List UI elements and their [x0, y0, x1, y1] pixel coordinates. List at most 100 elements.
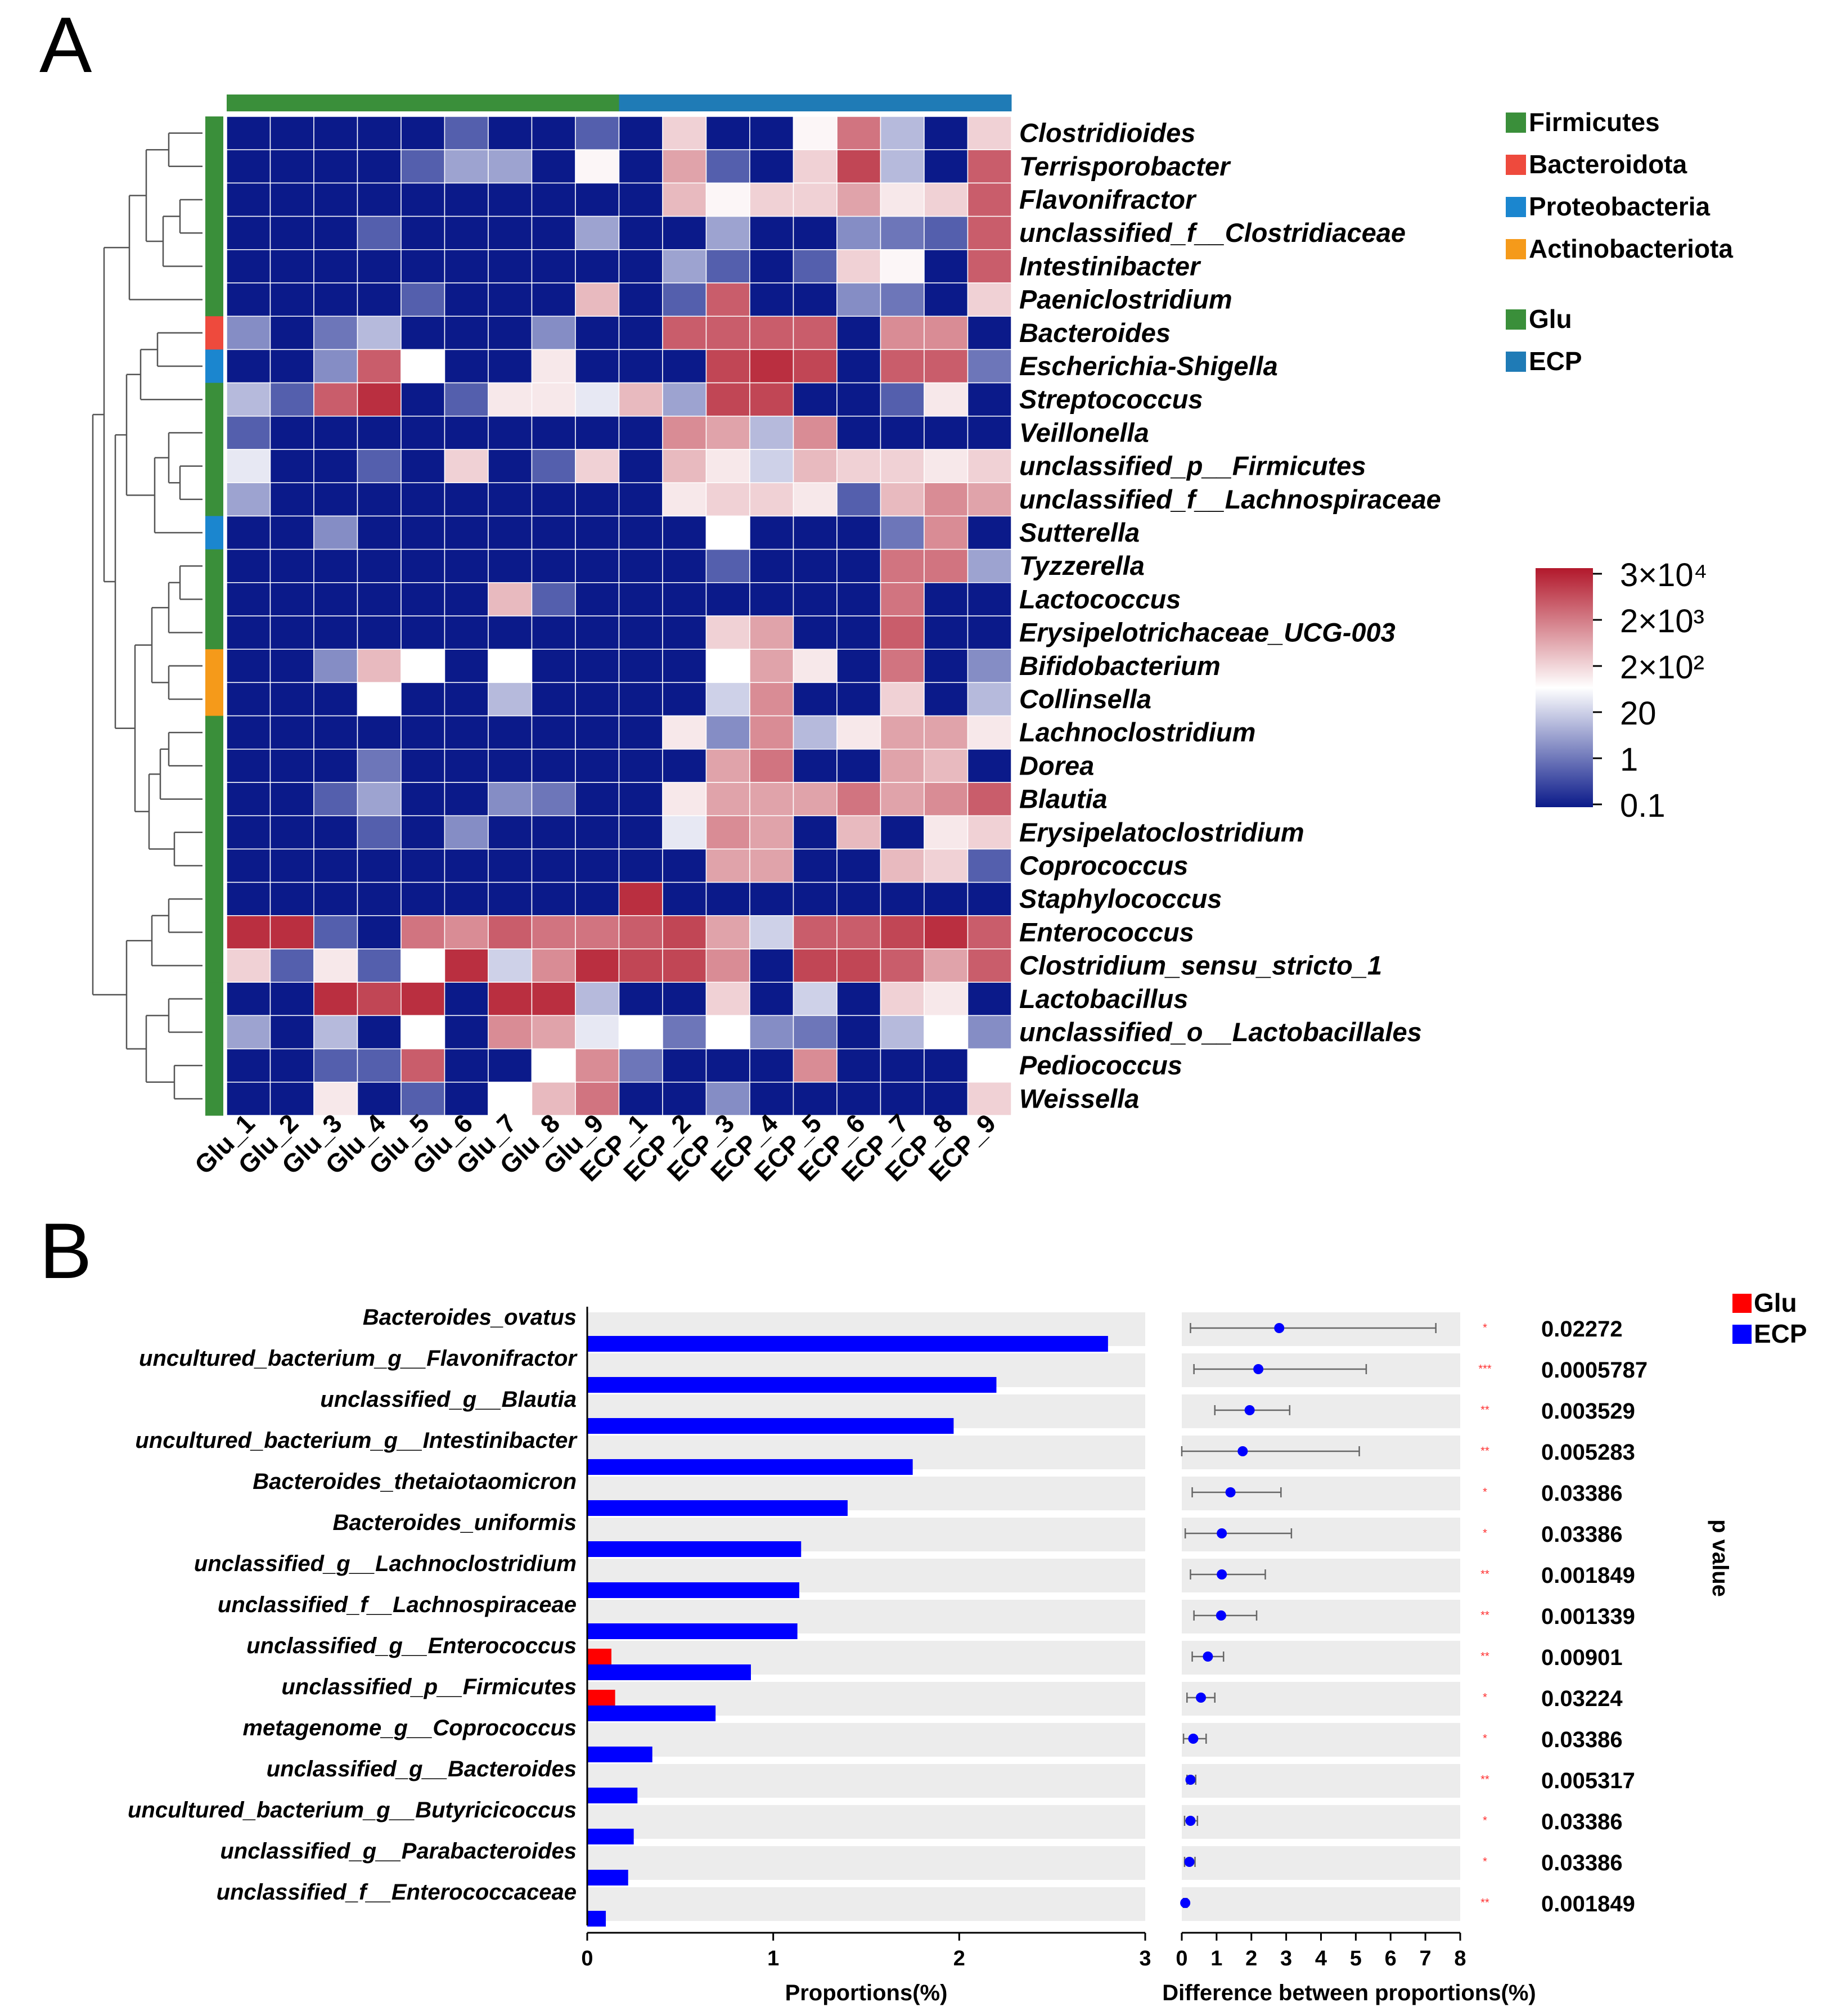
heatmap-row-label: Bacteroides [1019, 318, 1171, 348]
phylum-bar-segment [205, 249, 223, 284]
bar-row-band [587, 1887, 1145, 1921]
heatmap-cell [705, 615, 750, 650]
heatmap-cell [357, 548, 402, 583]
heatmap-cell [749, 349, 794, 384]
heatmap-cell [749, 649, 794, 683]
heatmap-cell [793, 449, 838, 483]
difference-point [1216, 1610, 1226, 1621]
heatmap-cell [226, 215, 271, 250]
significance-mark: ** [1480, 1650, 1489, 1663]
heatmap-cell [662, 948, 707, 983]
heatmap-cell [226, 449, 271, 483]
heatmap-cell [793, 715, 838, 750]
heatmap-cell [749, 948, 794, 983]
heatmap-cell [575, 449, 620, 483]
heatmap-cell [400, 881, 445, 916]
diff-row-band [1182, 1723, 1460, 1757]
heatmap-row-label: Clostridium_sensu_stricto_1 [1019, 951, 1382, 980]
heatmap-cell [662, 1048, 707, 1083]
heatmap-cell [836, 482, 881, 517]
difference-ci-chart: * 0.02272*** 0.0005787** 0.003529** 0.005283… [1162, 1312, 1648, 2005]
diff-x-tick-label: 8 [1454, 1947, 1466, 1970]
diff-row-band [1182, 1682, 1460, 1716]
significance-mark: * [1483, 1732, 1487, 1745]
heatmap-row-label: Erysipelotrichaceae_UCG-003 [1019, 618, 1396, 647]
heatmap-cell [749, 715, 794, 750]
heatmap-cell [618, 482, 663, 517]
heatmap-cell [444, 382, 489, 417]
heatmap-cell [575, 382, 620, 417]
heatmap-cell [313, 149, 358, 184]
heatmap-cell [400, 316, 445, 350]
phylum-legend-label: Bacteroidota [1529, 150, 1687, 179]
heatmap-cell [705, 382, 750, 417]
heatmap-cell [749, 449, 794, 483]
heatmap-cell [488, 282, 533, 317]
bar-ecp [587, 1747, 652, 1762]
heatmap-cell [400, 416, 445, 450]
heatmap-cell [575, 682, 620, 717]
heatmap-cell [226, 182, 271, 217]
group-bar-segment [488, 94, 532, 111]
heatmap-cell [967, 548, 1012, 583]
heatmap-row-label: Pediococcus [1019, 1050, 1182, 1080]
heatmap-cell [313, 449, 358, 483]
heatmap-cell [618, 116, 663, 150]
heatmap-cell [400, 282, 445, 317]
heatmap-cell [793, 182, 838, 217]
phylum-bar-segment [205, 183, 223, 217]
heatmap-cell [313, 649, 358, 683]
heatmap-row-label: unclassified_o__Lactobacillales [1019, 1017, 1422, 1047]
heatmap-cell [924, 848, 969, 883]
heatmap-cell [313, 316, 358, 350]
heatmap-cell [924, 749, 969, 783]
diff-x-tick-label: 1 [1210, 1947, 1222, 1970]
heatmap-cell [880, 515, 925, 550]
heatmap-row-label: Enterococcus [1019, 917, 1194, 947]
diff-row-band [1182, 1641, 1460, 1675]
color-scale-label: 0.1 [1620, 788, 1666, 824]
heatmap-cell [618, 948, 663, 983]
heatmap-cell [444, 881, 489, 916]
heatmap-cell [967, 249, 1012, 284]
feature-label: unclassified_g__Enterococcus [246, 1634, 577, 1658]
heatmap-cell [880, 682, 925, 717]
heatmap-cell [575, 249, 620, 284]
heatmap-cell [313, 1015, 358, 1050]
heatmap-cell [400, 682, 445, 717]
heatmap-cell [313, 482, 358, 517]
feature-label: uncultured_bacterium_g__Flavonifractor [139, 1346, 578, 1371]
heatmap-cell [531, 915, 576, 950]
heatmap-cell [618, 182, 663, 217]
heatmap-cell [793, 582, 838, 616]
difference-point [1185, 1775, 1196, 1785]
heatmap-cell [967, 149, 1012, 184]
heatmap-cell [531, 282, 576, 317]
heatmap-cell [662, 316, 707, 350]
heatmap-cell [357, 1048, 402, 1083]
heatmap-cell [749, 548, 794, 583]
heatmap-cell [313, 1048, 358, 1083]
heatmap-cell [575, 116, 620, 150]
heatmap-cell [924, 881, 969, 916]
heatmap-cell [967, 915, 1012, 950]
feature-label: Bacteroides_thetaiotaomicron [253, 1469, 577, 1494]
heatmap-cell [444, 548, 489, 583]
heatmap-row-label: Blautia [1019, 784, 1108, 814]
heatmap-cell [400, 116, 445, 150]
heatmap-cell [705, 149, 750, 184]
heatmap-cell [662, 848, 707, 883]
heatmap-cell [618, 149, 663, 184]
phylum-bar-segment [205, 416, 223, 450]
heatmap-cell [226, 116, 271, 150]
phylum-bar-segment [205, 649, 223, 683]
heatmap-cell [836, 982, 881, 1016]
heatmap-cell [575, 416, 620, 450]
heatmap-cell [531, 382, 576, 417]
heatmap-cell [793, 416, 838, 450]
heatmap-cell [793, 682, 838, 717]
feature-label: unclassified_g__Parabacteroides [220, 1839, 577, 1864]
diff-row-band [1182, 1600, 1460, 1634]
heatmap-cell [400, 948, 445, 983]
heatmap-cell [836, 815, 881, 850]
